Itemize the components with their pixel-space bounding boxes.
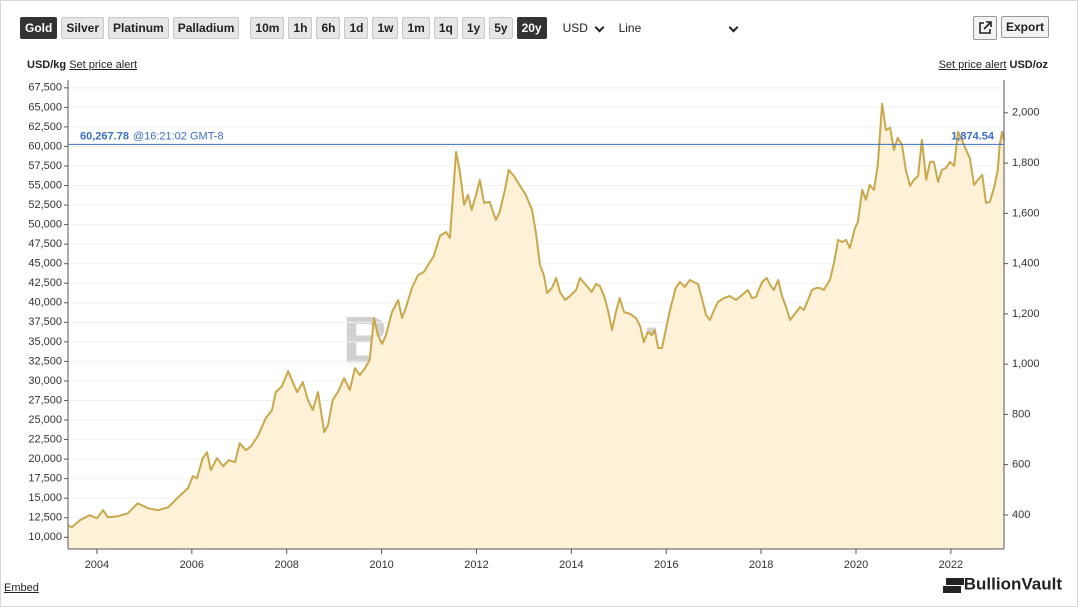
currency-select[interactable]: USD (556, 18, 609, 38)
y-tick-label: 52,500 (28, 199, 62, 211)
metal-button[interactable]: Gold (20, 17, 58, 39)
right-unit: Set price alert USD/oz (939, 59, 1048, 71)
logo-bar (949, 586, 955, 593)
x-tick-label: 2014 (559, 559, 583, 571)
range-buttons: 10m 1h 6h 1d 1w 1m 1q 1y 5y 20y (250, 17, 547, 39)
y2-tick-label: 1,800 (1012, 157, 1040, 169)
x-tick-label: 2020 (844, 559, 868, 571)
export-button[interactable]: Export (1000, 16, 1049, 38)
chart-style-select[interactable]: Line (612, 18, 743, 38)
logo-bar (958, 578, 964, 585)
logo-bar (955, 586, 961, 593)
y2-tick-label: 1,200 (1012, 308, 1040, 320)
y2-tick-label: 2,000 (1012, 107, 1040, 119)
metal-button[interactable]: Platinum (108, 17, 169, 39)
range-button[interactable]: 10m (250, 17, 285, 39)
logo-bar (943, 586, 949, 593)
x-tick-label: 2022 (939, 559, 963, 571)
logo-bar (952, 578, 958, 585)
current-price-oz: 1,874.54 (951, 130, 995, 142)
x-tick-label: 2016 (654, 559, 678, 571)
y-tick-label: 47,500 (28, 238, 62, 250)
y-tick-label: 12,500 (28, 512, 62, 524)
area-fill (68, 103, 1004, 550)
x-tick-label: 2006 (180, 559, 204, 571)
y-tick-label: 30,000 (28, 375, 62, 387)
open-external-button[interactable] (972, 16, 997, 40)
range-button[interactable]: 6h (316, 17, 341, 39)
range-button[interactable]: 1h (288, 17, 313, 39)
left-unit: USD/kg Set price alert (27, 59, 137, 71)
range-button[interactable]: 1y (461, 17, 486, 39)
y-tick-label: 17,500 (28, 473, 62, 485)
x-tick-label: 2012 (464, 559, 488, 571)
unit-label: USD/kg (27, 59, 67, 71)
y-tick-label: 45,000 (28, 258, 62, 270)
x-tick-label: 2010 (369, 559, 393, 571)
y2-tick-label: 600 (1012, 459, 1030, 471)
y2-tick-label: 1,000 (1012, 358, 1040, 370)
y2-tick-label: 1,400 (1012, 258, 1040, 270)
price-line (67, 102, 1005, 529)
y-tick-label: 62,500 (28, 121, 62, 133)
y-tick-label: 57,500 (28, 160, 62, 172)
y-tick-label: 55,000 (28, 179, 62, 191)
y-tick-label: 50,000 (28, 219, 62, 231)
price-alert-link[interactable]: Set price alert (69, 59, 138, 71)
y-tick-label: 60,000 (28, 140, 62, 152)
y2-tick-label: 1,600 (1012, 207, 1040, 219)
y-tick-label: 22,500 (28, 433, 62, 445)
y-tick-label: 37,500 (28, 316, 62, 328)
metal-buttons: Gold Silver Platinum Palladium (20, 17, 240, 39)
price-alert-link[interactable]: Set price alert (938, 59, 1007, 71)
unit-label: USD/oz (1009, 59, 1049, 71)
embed-link[interactable]: Embed (4, 582, 39, 594)
y2-tick-label: 800 (1012, 408, 1030, 420)
current-price-kg: 60,267.78 (80, 130, 129, 142)
y-tick-label: 67,500 (28, 82, 62, 94)
y-tick-label: 27,500 (28, 394, 62, 406)
logo-bar (946, 578, 952, 585)
range-button[interactable]: 20y (516, 17, 547, 39)
y-tick-label: 20,000 (28, 453, 62, 465)
range-button[interactable]: 1q (433, 17, 458, 39)
logo-text: BullionVault (964, 574, 1063, 593)
y-tick-label: 35,000 (28, 336, 62, 348)
y-tick-label: 25,000 (28, 414, 62, 426)
x-tick-label: 2018 (749, 559, 773, 571)
current-price-time: @16:21:02 GMT-8 (133, 130, 224, 142)
toolbar: Gold Silver Platinum Palladium 10m 1h 6h 1d 1w 1… (20, 17, 743, 39)
range-button[interactable]: 1w (372, 17, 399, 39)
y2-tick-label: 400 (1012, 509, 1030, 521)
range-button[interactable]: 1d (344, 17, 369, 39)
y-tick-label: 42,500 (28, 277, 62, 289)
y-tick-label: 40,000 (28, 297, 62, 309)
y-tick-label: 65,000 (28, 101, 62, 113)
right-tools: Export (972, 16, 1049, 40)
logo: BullionVault (943, 574, 1062, 593)
metal-button[interactable]: Silver (61, 17, 105, 39)
range-button[interactable]: 1m (402, 17, 430, 39)
x-tick-label: 2008 (274, 559, 298, 571)
x-tick-label: 2004 (85, 559, 109, 571)
current-price-label: 60,267.78 @16:21:02 GMT-8 (80, 130, 224, 142)
metal-button[interactable]: Palladium (172, 17, 240, 39)
range-button[interactable]: 5y (489, 17, 513, 39)
y-tick-label: 10,000 (28, 531, 62, 543)
y-tick-label: 32,500 (28, 355, 62, 367)
y-tick-label: 15,000 (28, 492, 62, 504)
external-icon (979, 21, 992, 34)
